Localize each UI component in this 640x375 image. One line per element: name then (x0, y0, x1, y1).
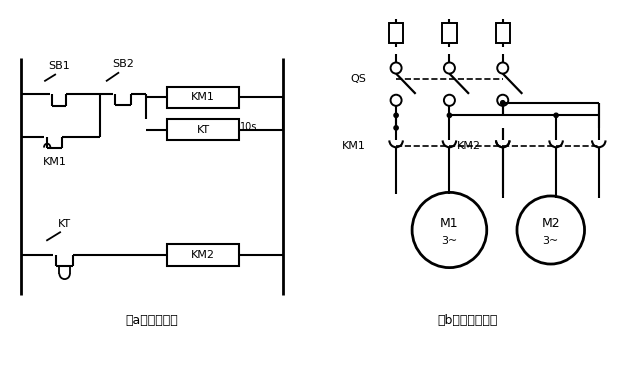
Text: KM2: KM2 (457, 141, 481, 151)
Bar (389, 23, 403, 43)
Circle shape (554, 113, 558, 117)
Text: KM2: KM2 (191, 250, 215, 260)
Bar (442, 23, 456, 43)
Bar (495, 23, 510, 43)
Text: KM1: KM1 (342, 141, 365, 151)
Text: SB2: SB2 (112, 60, 134, 69)
Circle shape (447, 113, 452, 117)
Text: M2: M2 (541, 217, 560, 230)
Text: 10s: 10s (240, 122, 258, 132)
Text: （b）电机主电路: （b）电机主电路 (437, 314, 497, 327)
Bar (166, 244, 239, 266)
Text: KT: KT (196, 124, 209, 135)
Text: 3~: 3~ (442, 236, 458, 246)
Text: KT: KT (58, 219, 71, 229)
Text: SB1: SB1 (48, 60, 70, 70)
Text: KM1: KM1 (191, 92, 215, 102)
Bar (166, 119, 239, 140)
Bar (166, 87, 239, 108)
Text: QS: QS (351, 74, 367, 84)
Circle shape (394, 126, 398, 130)
Text: M1: M1 (440, 217, 459, 230)
Text: 3~: 3~ (543, 236, 559, 246)
Circle shape (394, 113, 398, 117)
Text: KM1: KM1 (42, 156, 67, 166)
Circle shape (500, 100, 505, 105)
Text: （a）控制线路: （a）控制线路 (125, 314, 179, 327)
